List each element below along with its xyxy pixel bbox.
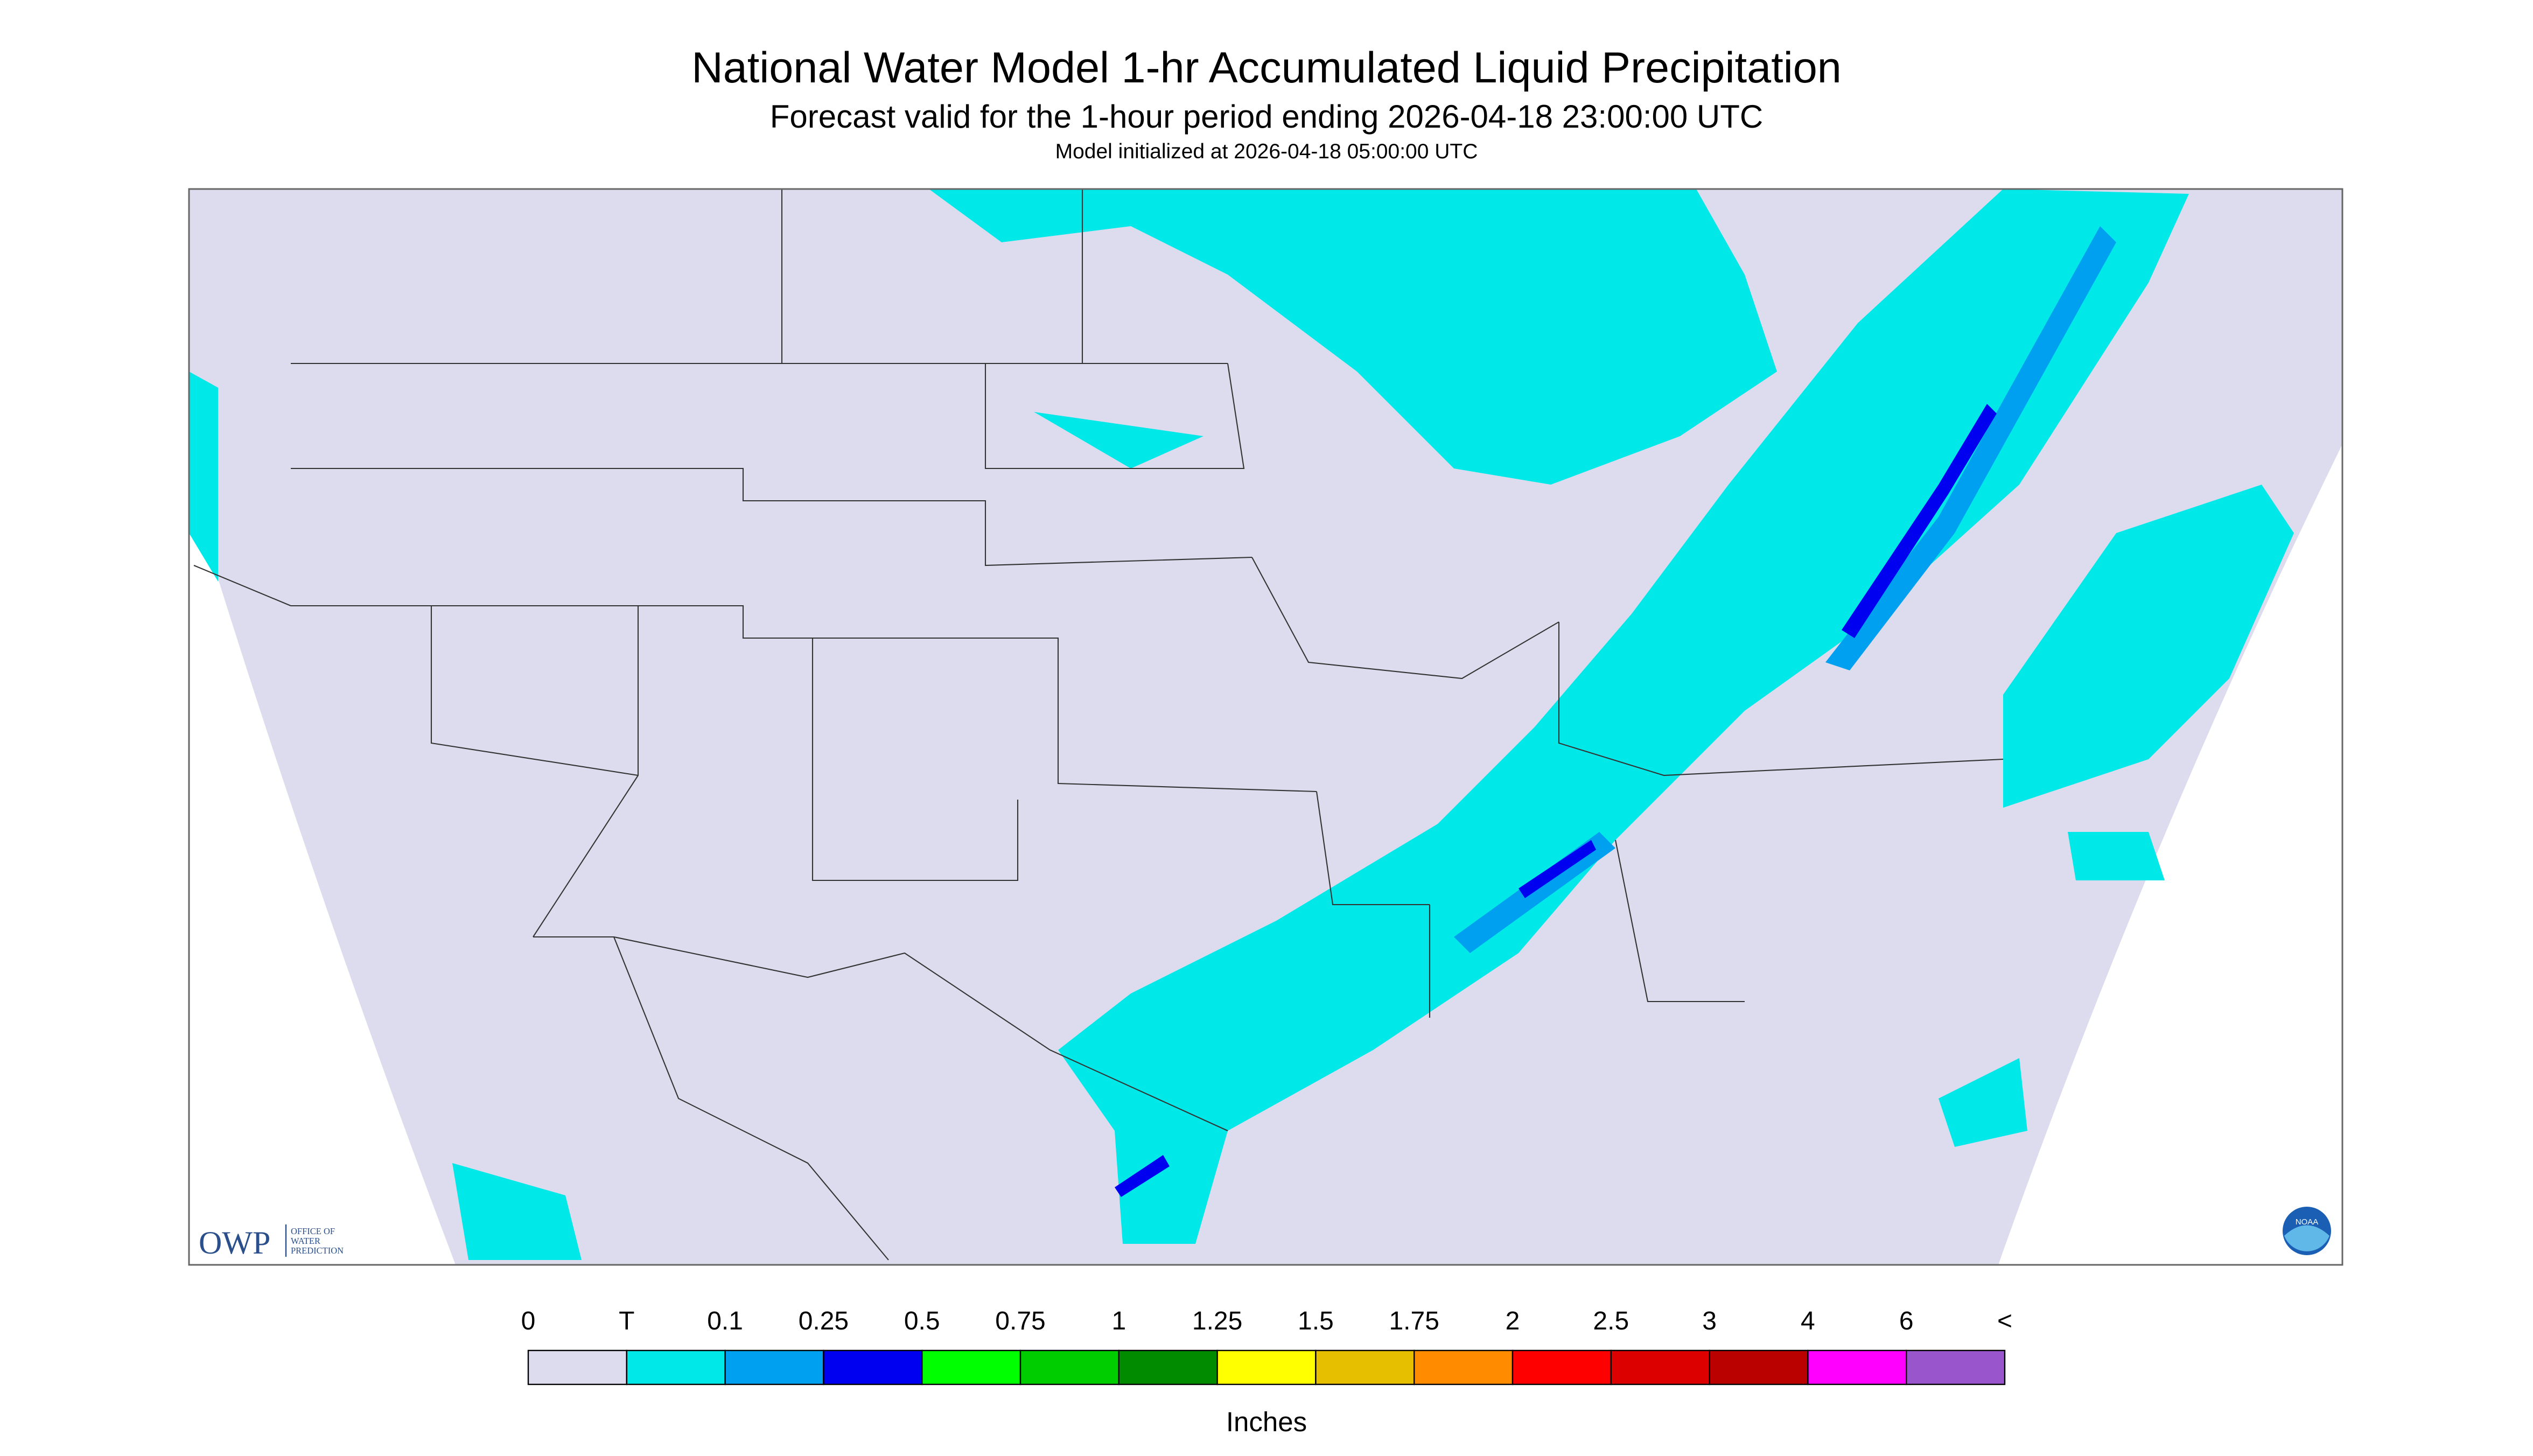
legend-swatch	[1905, 1349, 2006, 1385]
noaa-logo-wave	[2284, 1225, 2329, 1251]
legend-label: 0	[521, 1307, 536, 1335]
owp-name: WATER	[291, 1236, 320, 1246]
legend-label: <	[1997, 1307, 2012, 1335]
legend-swatch	[1216, 1349, 1317, 1385]
legend-label: 0.1	[707, 1307, 743, 1335]
precip-band	[1058, 189, 2189, 1244]
legend-swatch	[1610, 1349, 1710, 1385]
legend-label: 3	[1702, 1307, 1717, 1335]
legend-label: 0.75	[995, 1307, 1045, 1335]
legend-swatch	[1019, 1349, 1120, 1385]
legend-swatch	[1315, 1349, 1415, 1385]
title: National Water Model 1-hr Accumulated Li…	[691, 44, 1842, 92]
state-borders	[193, 189, 2004, 1261]
legend-label: 1.5	[1298, 1307, 1334, 1335]
legend-label: 1.75	[1389, 1307, 1439, 1335]
legend-swatch	[724, 1349, 824, 1385]
precip-east	[2003, 485, 2294, 808]
legend-unit: Inches	[1226, 1406, 1307, 1437]
legend-swatch	[1414, 1349, 1514, 1385]
owp-name: OFFICE OF	[291, 1226, 335, 1236]
legend-swatch	[626, 1349, 726, 1385]
legend-swatch	[1118, 1349, 1218, 1385]
legend-label: T	[619, 1307, 634, 1335]
legend-label: 1	[1111, 1307, 1126, 1335]
legend: 0 T 0.1 0.25 0.5 0.75 1 1.25 1.5 1.75 2 2.5 3 4 6 <	[521, 1307, 2012, 1385]
legend-label: 6	[1899, 1307, 1914, 1335]
subtitle: Forecast valid for the 1-hour period end…	[770, 99, 1763, 135]
legend-swatch	[823, 1349, 923, 1385]
legend-swatch	[1512, 1349, 1612, 1385]
map-frame	[188, 188, 2343, 1266]
legend-label: 2	[1506, 1307, 1520, 1335]
legend-swatch	[1709, 1349, 1809, 1385]
owp-logo: OWP	[199, 1225, 270, 1261]
legend-swatch	[527, 1349, 628, 1385]
owp-name: PREDICTION	[291, 1245, 344, 1256]
map-area: OWP OFFICE OF WATER PREDICTION NOAA	[188, 188, 2343, 1266]
legend-label: 4	[1801, 1307, 1815, 1335]
legend-label: 0.25	[799, 1307, 849, 1335]
legend-label: 1.25	[1192, 1307, 1242, 1335]
precip-north	[929, 189, 1777, 485]
init-time: Model initialized at 2026-04-18 05:00:00…	[1055, 140, 1478, 163]
legend-swatch	[1807, 1349, 1907, 1385]
legend-label: 0.5	[904, 1307, 940, 1335]
legend-label: 2.5	[1593, 1307, 1629, 1335]
legend-swatch	[921, 1349, 1021, 1385]
noaa-text: NOAA	[2296, 1217, 2319, 1227]
